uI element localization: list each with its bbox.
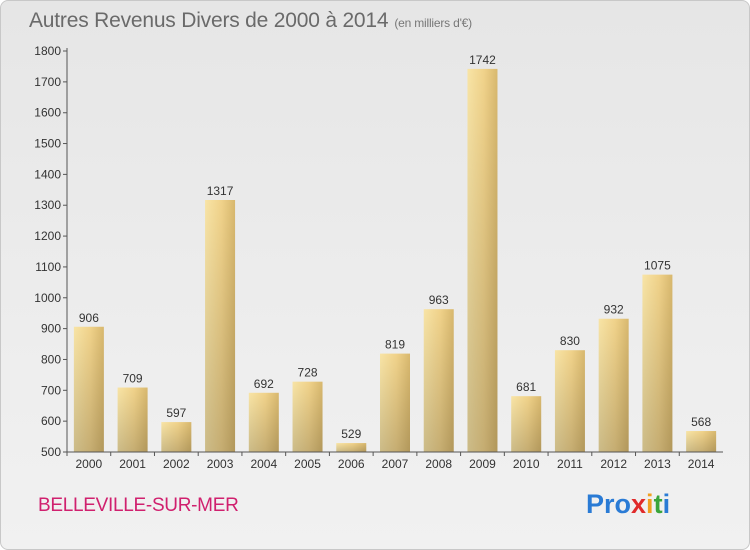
bar-shade-2006 <box>336 443 367 452</box>
value-label-2006: 529 <box>341 427 361 441</box>
x-tick-label-2000: 2000 <box>76 457 103 471</box>
bar-shade-2001 <box>117 387 148 452</box>
bar-shade-2009 <box>467 68 498 452</box>
x-tick-label-2014: 2014 <box>688 457 715 471</box>
y-tick-label-500: 500 <box>41 445 61 459</box>
bar-shade-2004 <box>248 392 279 452</box>
bar-shade-2000 <box>73 326 104 452</box>
bar-shade-2013 <box>642 274 673 452</box>
bar-shade-2003 <box>205 199 236 452</box>
bar-shade-2012 <box>598 318 629 452</box>
chart-unit: (en milliers d'€) <box>394 16 472 30</box>
x-tick-label-2005: 2005 <box>294 457 321 471</box>
chart-title: Autres Revenus Divers de 2000 à 2014 (en … <box>29 9 472 32</box>
y-tick-label-1000: 1000 <box>34 291 61 305</box>
value-label-2002: 597 <box>166 406 186 420</box>
bar-shade-2002 <box>161 422 192 452</box>
value-label-2009: 1742 <box>469 53 496 67</box>
y-tick-label-900: 900 <box>41 322 61 336</box>
x-tick-label-2001: 2001 <box>119 457 146 471</box>
bar-shade-2014 <box>686 431 717 452</box>
y-tick-label-1700: 1700 <box>34 75 61 89</box>
value-label-2011: 830 <box>560 334 580 348</box>
x-tick-label-2004: 2004 <box>250 457 277 471</box>
x-tick-label-2002: 2002 <box>163 457 190 471</box>
value-label-2013: 1075 <box>644 259 671 273</box>
logo-part-3: i <box>646 489 654 519</box>
value-label-2005: 728 <box>298 366 318 380</box>
bar-shade-2010 <box>511 396 542 452</box>
y-tick-label-600: 600 <box>41 414 61 428</box>
x-tick-label-2011: 2011 <box>557 457 583 471</box>
logo-part-2: x <box>631 489 647 519</box>
bar-shade-2007 <box>380 353 410 452</box>
logo-part-4: t <box>653 489 663 519</box>
x-tick-label-2012: 2012 <box>600 457 627 471</box>
logo-part-5: i <box>662 489 671 519</box>
value-label-2010: 681 <box>516 380 536 394</box>
value-label-2004: 692 <box>254 377 274 391</box>
x-tick-label-2006: 2006 <box>338 457 365 471</box>
proxiti-logo[interactable]: Proxiti <box>586 489 670 520</box>
value-label-2001: 709 <box>123 372 143 386</box>
y-tick-label-800: 800 <box>41 352 61 366</box>
y-tick-label-1500: 1500 <box>34 137 61 151</box>
value-label-2008: 963 <box>429 293 449 307</box>
y-tick-label-1400: 1400 <box>34 167 61 181</box>
y-tick-label-1300: 1300 <box>34 198 61 212</box>
axes-group: 2000 2001 2002 2003 2004 2005 2006 2007 2008 2009… <box>34 44 723 471</box>
bar-shade-2011 <box>554 350 585 452</box>
y-tick-label-1100: 1100 <box>35 260 61 274</box>
value-label-2000: 906 <box>79 311 99 325</box>
value-label-2014: 568 <box>691 415 711 429</box>
bar-shade-2005 <box>292 381 323 452</box>
x-tick-label-2013: 2013 <box>644 457 671 471</box>
bars-group: 906 709 597 1317 692 728 529 819 963 1742 681 830 93… <box>73 53 717 452</box>
x-tick-label-2008: 2008 <box>425 457 452 471</box>
y-tick-label-1200: 1200 <box>34 229 61 243</box>
x-tick-label-2010: 2010 <box>513 457 540 471</box>
value-label-2003: 1317 <box>207 184 234 198</box>
y-tick-label-1800: 1800 <box>34 44 61 58</box>
commune-name: BELLEVILLE-SUR-MER <box>38 495 239 516</box>
y-tick-label-1600: 1600 <box>34 106 61 120</box>
x-tick-label-2003: 2003 <box>207 457 234 471</box>
value-label-2012: 932 <box>604 303 624 317</box>
logo-part-1: Pro <box>586 489 632 519</box>
x-tick-label-2009: 2009 <box>469 457 496 471</box>
value-label-2007: 819 <box>385 338 405 352</box>
x-tick-label-2007: 2007 <box>382 457 409 471</box>
y-tick-label-700: 700 <box>41 383 61 397</box>
bar-shade-2008 <box>423 309 454 452</box>
